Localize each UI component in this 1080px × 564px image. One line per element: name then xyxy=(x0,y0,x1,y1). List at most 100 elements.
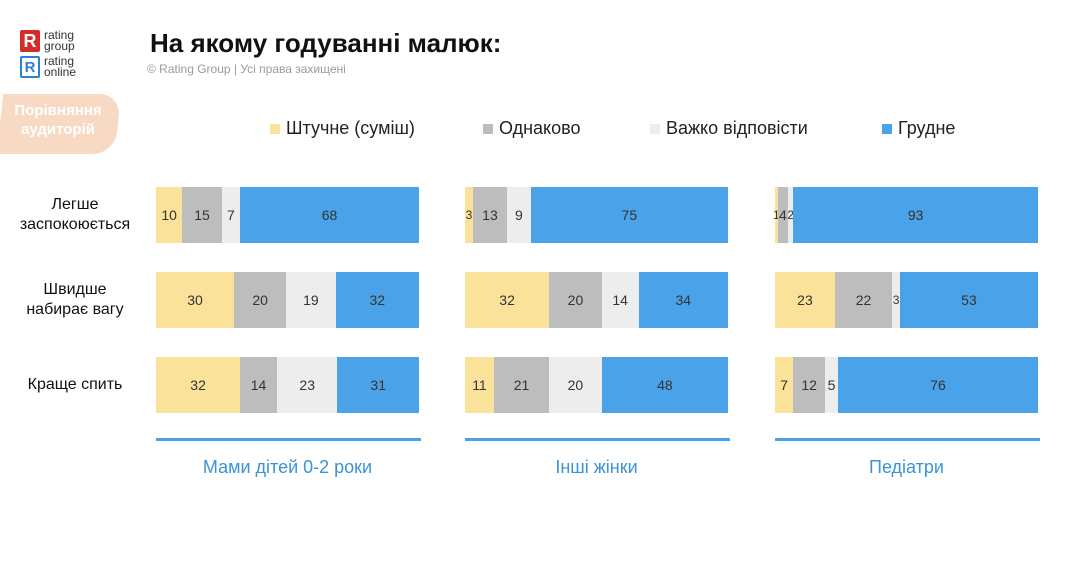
group-label: Педіатри xyxy=(869,457,944,477)
bar-segment-hard: 19 xyxy=(286,272,336,328)
bar: 3 13 9 75 xyxy=(465,187,728,243)
bar-segment-breast: 68 xyxy=(240,187,419,243)
data-label: 20 xyxy=(567,377,584,393)
bar-segment-artificial: 10 xyxy=(156,187,183,243)
data-label: 15 xyxy=(194,207,210,223)
legend-label: Важко відповісти xyxy=(666,118,808,138)
bar-segment-artificial: 1 xyxy=(772,187,780,243)
bar: 30 20 19 32 xyxy=(156,272,419,328)
bar-segment-equal: 15 xyxy=(182,187,222,243)
bar-segment-equal: 20 xyxy=(549,272,602,328)
data-label: 13 xyxy=(482,207,498,223)
logo: R rating group R rating online xyxy=(20,28,100,80)
legend-label: Грудне xyxy=(898,118,956,138)
bar-segment-equal: 14 xyxy=(240,357,277,413)
bar: 32 14 23 31 xyxy=(156,357,419,413)
data-label: 93 xyxy=(907,207,924,223)
row-label-line: Краще спить xyxy=(27,376,123,393)
group-label: Мами дітей 0-2 роки xyxy=(202,457,373,477)
logo-rating-group: R rating group xyxy=(20,28,100,54)
data-label: 10 xyxy=(161,207,177,223)
bar-segment-artificial: 23 xyxy=(775,272,835,328)
bar: 10 15 7 68 xyxy=(156,187,419,243)
row-label: Легше заспокоюється xyxy=(0,195,150,235)
data-label: 20 xyxy=(252,292,268,308)
data-label: 19 xyxy=(303,292,319,308)
bar: 11 21 20 48 xyxy=(465,357,728,413)
data-label: 30 xyxy=(187,292,203,308)
group-divider xyxy=(775,438,1040,441)
bar-segment-hard: 9 xyxy=(507,187,531,243)
group-label: Інші жінки xyxy=(555,457,638,477)
legend-item-breast: Грудне xyxy=(882,118,955,139)
group-divider xyxy=(465,438,730,441)
bar: 32 20 14 34 xyxy=(465,272,728,328)
data-label: 76 xyxy=(930,377,946,393)
data-label: 23 xyxy=(299,377,315,393)
logo-r-icon: R xyxy=(20,30,40,52)
bar-segment-hard: 23 xyxy=(276,357,338,413)
bar-segment-hard: 14 xyxy=(601,272,639,328)
data-label: 14 xyxy=(250,377,267,393)
bar: 7 12 5 76 xyxy=(775,357,1038,413)
bar-segment-breast: 34 xyxy=(638,272,728,328)
data-label: 68 xyxy=(321,207,338,223)
bar-segment-equal: 4 xyxy=(777,187,789,243)
data-label: 7 xyxy=(780,377,789,393)
bar-segment-breast: 53 xyxy=(899,272,1038,328)
bar-segment-breast: 31 xyxy=(337,357,419,413)
row-label-line: Швидше xyxy=(43,281,107,298)
bar-segment-artificial: 30 xyxy=(156,272,235,328)
data-label: 3 xyxy=(465,208,473,222)
data-label: 11 xyxy=(472,377,487,393)
legend-swatch-artificial xyxy=(270,123,280,134)
bar: 23 22 3 53 xyxy=(775,272,1038,328)
group-divider xyxy=(156,438,421,441)
data-label: 23 xyxy=(797,292,813,308)
bar-segment-equal: 22 xyxy=(834,272,893,328)
data-label: 9 xyxy=(514,207,523,223)
legend-label: Однаково xyxy=(499,118,581,138)
bar-segment-artificial: 11 xyxy=(465,357,494,413)
bar-segment-breast: 32 xyxy=(335,272,419,328)
logo-rating-online: R rating online xyxy=(20,54,100,80)
data-label: 1 xyxy=(772,208,780,222)
data-label: 5 xyxy=(827,377,836,393)
bar-segment-artificial: 32 xyxy=(465,272,550,328)
data-label: 32 xyxy=(499,292,515,308)
data-label: 48 xyxy=(657,377,673,393)
data-label: 12 xyxy=(801,377,817,393)
bar-segment-equal: 13 xyxy=(472,187,508,243)
row-label: Швидше набирає вагу xyxy=(0,280,150,320)
data-label: 20 xyxy=(567,292,584,308)
data-label: 4 xyxy=(778,207,787,223)
row-label-line: набирає вагу xyxy=(26,301,124,318)
data-label: 34 xyxy=(675,292,692,308)
data-label: 75 xyxy=(621,207,638,223)
audience-badge-label: Порівняння аудиторій xyxy=(14,102,102,138)
legend-item-hard: Важко відповісти xyxy=(650,118,808,139)
bar-segment-breast: 76 xyxy=(838,357,1038,413)
row-label-line: Легше xyxy=(51,196,99,213)
bar-segment-breast: 48 xyxy=(601,357,728,413)
row-label: Краще спить xyxy=(0,375,150,395)
legend-item-artificial: Штучне (суміш) xyxy=(270,118,415,139)
bar: 1 4 2 93 xyxy=(772,187,1038,243)
bar-segment-hard: 20 xyxy=(549,357,602,413)
bar-segment-breast: 75 xyxy=(530,187,728,243)
legend-swatch-breast xyxy=(882,123,892,134)
copyright: © Rating Group | Усі права захищені xyxy=(147,62,346,76)
data-label: 32 xyxy=(369,292,386,308)
data-label: 7 xyxy=(227,207,235,223)
logo-text-line4: online xyxy=(44,65,77,79)
data-label: 31 xyxy=(370,377,386,393)
bar-segment-equal: 12 xyxy=(793,357,825,413)
data-label: 3 xyxy=(892,293,900,307)
bar-segment-artificial: 3 xyxy=(465,187,473,243)
bar-segment-artificial: 7 xyxy=(775,357,794,413)
data-label: 21 xyxy=(513,377,530,393)
legend-swatch-equal xyxy=(483,123,493,134)
bar-segment-breast: 93 xyxy=(793,187,1038,243)
row-label-line: заспокоюється xyxy=(19,216,131,233)
legend-item-equal: Однаково xyxy=(483,118,581,139)
